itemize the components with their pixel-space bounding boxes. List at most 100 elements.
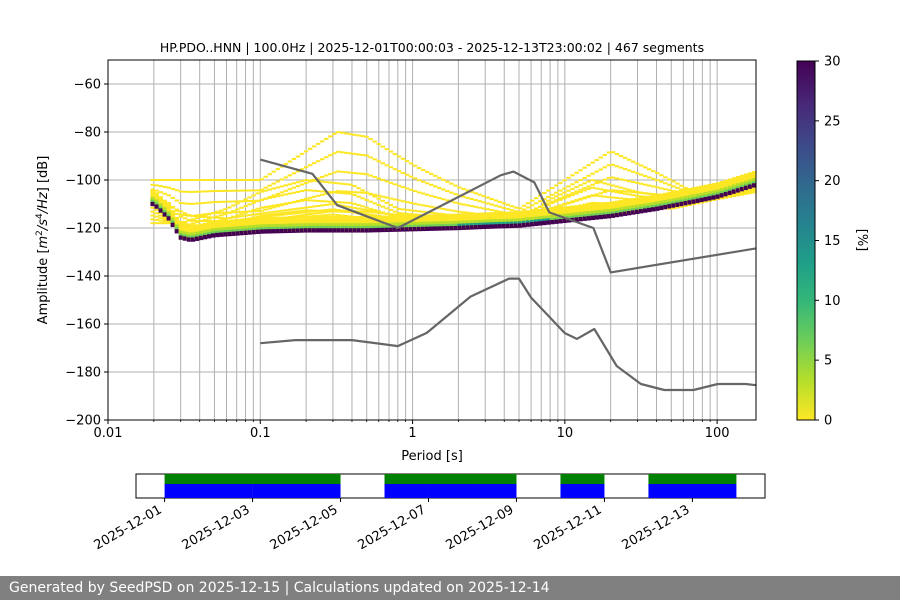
density-cell	[158, 222, 163, 225]
density-cell	[723, 191, 729, 197]
density-cell	[194, 221, 200, 224]
density-cell	[182, 212, 188, 215]
density-cell	[215, 179, 220, 181]
density-cell	[263, 214, 268, 217]
density-cell	[307, 209, 313, 212]
density-cell	[150, 201, 155, 207]
density-cell	[315, 142, 321, 145]
density-cell	[441, 188, 446, 191]
density-cell	[182, 214, 188, 217]
density-cell	[271, 187, 276, 190]
density-cell	[194, 234, 200, 239]
density-cell	[332, 210, 337, 213]
density-cell	[481, 224, 486, 230]
density-cell	[416, 203, 422, 206]
density-cell	[634, 162, 640, 165]
density-cell	[307, 199, 313, 202]
density-cell	[550, 219, 555, 225]
density-cell	[376, 160, 381, 163]
density-cell	[380, 195, 385, 198]
density-cell	[558, 181, 563, 184]
density-cell	[315, 194, 321, 197]
density-cell	[465, 213, 470, 228]
timeline-axis: 2025-12-01 2025-12-03 2025-12-05 2025-12-07…	[92, 498, 693, 553]
density-cell	[194, 190, 200, 193]
density-cell	[400, 212, 406, 215]
density-cell	[356, 134, 361, 137]
density-cell	[493, 204, 499, 207]
density-cell	[412, 213, 418, 216]
density-cell	[170, 187, 176, 190]
density-cell	[594, 193, 599, 196]
density-cell	[675, 190, 680, 205]
density-cell	[457, 223, 462, 228]
density-cell	[445, 208, 450, 211]
density-cell	[683, 188, 688, 204]
density-cell	[247, 179, 252, 181]
density-cell	[158, 219, 163, 222]
density-cell	[215, 216, 220, 219]
density-cell	[683, 201, 688, 206]
colorbar-tick-label: 5	[824, 354, 832, 369]
density-cell	[336, 150, 341, 153]
density-cell	[566, 176, 571, 179]
density-cell	[675, 186, 680, 189]
density-cell	[380, 199, 385, 202]
density-cell	[457, 202, 462, 205]
density-cell	[566, 195, 571, 198]
density-cell	[412, 214, 418, 230]
density-cell	[154, 215, 159, 218]
timeline-tick-label: 2025-12-07	[356, 502, 429, 553]
density-cell	[457, 213, 462, 228]
density-cell	[307, 210, 313, 213]
density-cell	[739, 191, 745, 194]
density-cell	[630, 180, 636, 183]
density-cell	[586, 185, 591, 188]
colorbar-label: [%]	[854, 229, 869, 252]
density-cell	[263, 197, 268, 200]
density-cell	[287, 183, 293, 186]
density-cell	[223, 219, 228, 235]
density-cell	[437, 207, 442, 210]
density-cell	[340, 170, 345, 173]
density-cell	[202, 201, 208, 204]
chart-title: HP.PDO..HNN | 100.0Hz | 2025-12-01T00:00…	[160, 40, 704, 55]
density-cell	[166, 186, 172, 189]
density-cell	[542, 198, 547, 201]
density-cell	[275, 228, 281, 234]
density-cell	[586, 187, 591, 190]
density-cell	[194, 219, 200, 222]
density-cell	[259, 206, 264, 209]
density-cell	[578, 197, 583, 200]
density-cell	[271, 213, 276, 216]
density-cell	[610, 196, 616, 199]
density-cell	[380, 162, 385, 165]
density-cell	[154, 204, 159, 209]
density-cell	[247, 218, 252, 233]
density-cell	[271, 194, 276, 197]
density-cell	[154, 179, 159, 181]
density-cell	[215, 232, 220, 238]
density-cell	[380, 205, 385, 208]
psd-processed-bar	[428, 484, 473, 498]
density-cell	[630, 210, 636, 215]
density-cell	[332, 132, 337, 135]
y-label-exp4: 4	[35, 213, 45, 219]
density-cell	[328, 208, 333, 211]
density-cell	[747, 188, 753, 191]
density-cell	[315, 228, 321, 233]
density-cell	[517, 223, 523, 228]
density-cell	[178, 202, 184, 205]
density-cell	[582, 176, 587, 179]
density-cell	[364, 173, 369, 176]
density-cell	[360, 189, 365, 192]
density-cell	[340, 182, 345, 185]
x-axis: 0.01 0.1 1 10 100	[94, 420, 730, 441]
density-cell	[614, 177, 620, 180]
density-cell	[283, 202, 289, 205]
density-cell	[178, 222, 184, 225]
density-cell	[497, 210, 503, 213]
density-cell	[481, 201, 486, 204]
density-cell	[477, 193, 482, 196]
density-cell	[683, 186, 688, 189]
